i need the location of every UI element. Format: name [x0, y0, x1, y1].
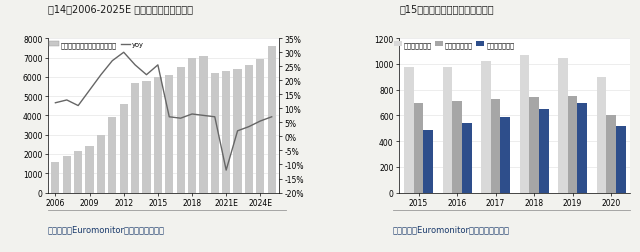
Bar: [452, 102, 462, 193]
Bar: [142, 81, 150, 193]
Text: 数据来源：Euromonitor、东吴证券研究所: 数据来源：Euromonitor、东吴证券研究所: [393, 225, 510, 234]
Bar: [268, 47, 276, 193]
Bar: [606, 116, 616, 193]
Bar: [74, 151, 83, 193]
Bar: [131, 83, 139, 193]
Bar: [520, 56, 529, 193]
Bar: [568, 97, 577, 193]
Bar: [245, 66, 253, 193]
Bar: [413, 103, 424, 193]
Bar: [616, 126, 625, 193]
Bar: [256, 60, 264, 193]
Bar: [577, 103, 587, 193]
Text: 数据来源：Euromonitor、东吴证券研究所: 数据来源：Euromonitor、东吴证券研究所: [48, 225, 165, 234]
Bar: [97, 135, 105, 193]
Bar: [108, 118, 116, 193]
Bar: [86, 147, 93, 193]
Bar: [51, 162, 60, 193]
Bar: [120, 104, 128, 193]
Bar: [63, 156, 71, 193]
Bar: [500, 117, 510, 193]
Bar: [154, 78, 162, 193]
Legend: 中国（亿美元）, 美国（亿美元）, 印度（亿美元）: 中国（亿美元）, 美国（亿美元）, 印度（亿美元）: [391, 39, 517, 51]
Legend: 国内珠宝首饰行业规模（亿元）, yoy: 国内珠宝首饰行业规模（亿元）, yoy: [47, 39, 147, 51]
Bar: [539, 110, 548, 193]
Bar: [443, 68, 452, 193]
Bar: [222, 72, 230, 193]
Bar: [211, 74, 219, 193]
Bar: [424, 130, 433, 193]
Bar: [234, 70, 242, 193]
Bar: [404, 67, 413, 193]
Text: 图15：各国珠宝钻石行业规模对比: 图15：各国珠宝钻石行业规模对比: [399, 4, 494, 14]
Text: 图14：2006-2025E 中国珠宝钻石行业规模: 图14：2006-2025E 中国珠宝钻石行业规模: [48, 4, 193, 14]
Bar: [558, 58, 568, 193]
Bar: [177, 68, 185, 193]
Bar: [529, 98, 539, 193]
Bar: [596, 78, 606, 193]
Bar: [199, 56, 207, 193]
Bar: [491, 99, 500, 193]
Bar: [481, 62, 491, 193]
Bar: [165, 76, 173, 193]
Bar: [188, 58, 196, 193]
Bar: [462, 124, 472, 193]
